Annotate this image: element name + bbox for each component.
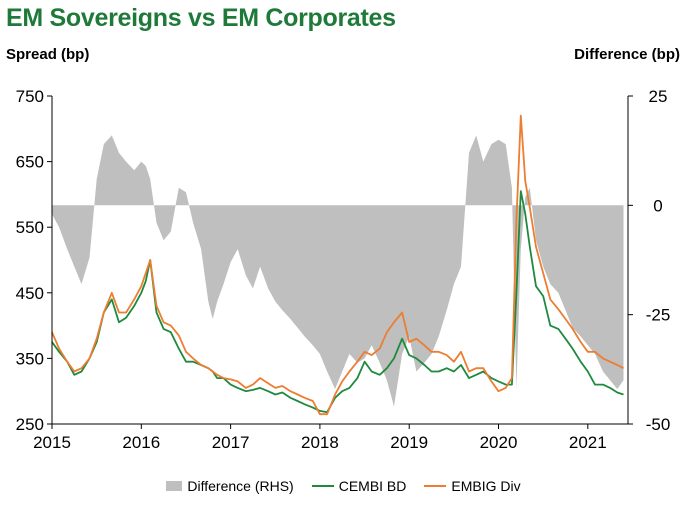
left-tick-label: 650 (16, 153, 44, 172)
right-axis-title: Difference (bp) (574, 46, 680, 63)
x-tick-label: 2021 (569, 433, 607, 452)
chart-canvas: 250 350 450 550 650 750 -50 -25 0 25 2015 2016 2017 2… (16, 87, 671, 452)
difference-swatch (166, 481, 183, 491)
x-tick-label: 2015 (33, 433, 71, 452)
chart-title: EM Sovereigns vs EM Corporates (6, 4, 396, 32)
axes-layer: 250 350 450 550 650 750 -50 -25 0 25 2015 2016 2017 2… (16, 87, 671, 452)
left-tick-label: 350 (16, 349, 44, 368)
embig-swatch (424, 485, 447, 487)
difference-area (52, 135, 624, 407)
cembi-swatch (311, 485, 334, 487)
series-lines-layer (51, 114, 624, 416)
legend-label-difference: Difference (RHS) (187, 478, 294, 494)
left-tick-label: 750 (16, 87, 44, 106)
legend: Difference (RHS) CEMBI BD EMBIG Div (0, 478, 687, 494)
left-axis-title: Spread (bp) (6, 46, 90, 63)
right-tick-label: -50 (646, 415, 671, 434)
x-tick-label: 2016 (122, 433, 160, 452)
x-tick-label: 2018 (301, 433, 339, 452)
legend-item-cembi: CEMBI BD (311, 478, 407, 494)
right-tick-label: -25 (646, 306, 671, 325)
cembi-bd-line (51, 190, 624, 414)
legend-item-difference: Difference (RHS) (166, 478, 294, 494)
right-tick-label: 25 (649, 87, 668, 106)
difference-area-layer (52, 135, 624, 407)
left-tick-label: 550 (16, 218, 44, 237)
left-tick-label: 250 (16, 415, 44, 434)
left-tick-label: 450 (16, 284, 44, 303)
embig-div-line (51, 114, 624, 416)
legend-item-embig: EMBIG Div (424, 478, 521, 494)
x-tick-label: 2017 (212, 433, 250, 452)
legend-label-embig: EMBIG Div (451, 478, 521, 494)
x-tick-label: 2020 (480, 433, 518, 452)
legend-label-cembi: CEMBI BD (338, 478, 407, 494)
right-tick-label: 0 (653, 196, 662, 215)
x-tick-label: 2019 (390, 433, 428, 452)
